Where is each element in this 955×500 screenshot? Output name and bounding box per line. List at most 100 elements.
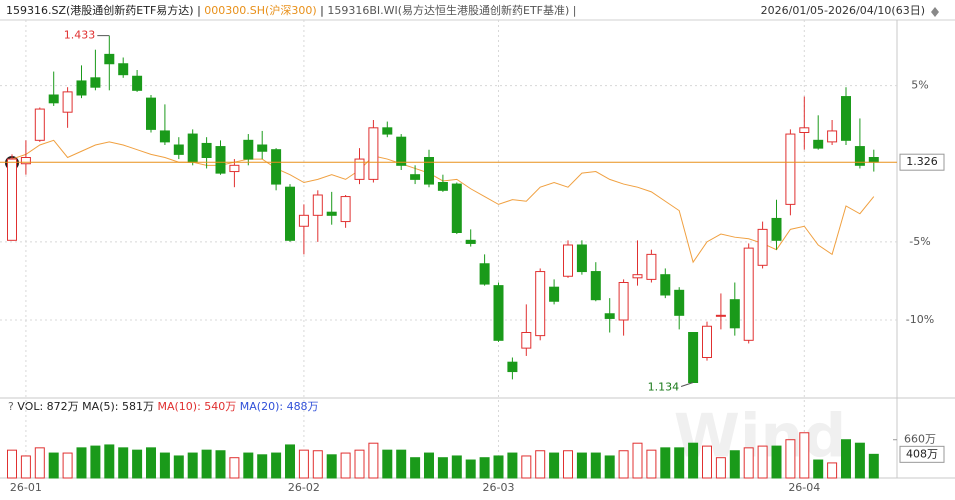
candle-body: [604, 313, 615, 319]
volume-bar: [493, 455, 504, 479]
candle-body: [576, 244, 587, 273]
candle-body: [479, 263, 490, 285]
volume-bar: [62, 452, 73, 479]
candle: [465, 229, 476, 247]
candle-body: [827, 130, 838, 143]
volume-bar: [827, 462, 838, 479]
date-range: 2026/01/05-2026/04/10(63日): [761, 4, 925, 17]
candle-body: [410, 174, 421, 180]
volume-bar: [146, 447, 156, 479]
volume-bar: [285, 444, 295, 479]
volume-bar: [340, 452, 351, 479]
volume-tick-label: 660万: [904, 433, 936, 446]
volume-header: ? VOL: 872万 MA(5): 581万 MA(10): 540万 MA(…: [8, 400, 319, 413]
volume-bar: [257, 454, 268, 479]
candle: [62, 87, 73, 128]
candle-body: [271, 149, 282, 185]
candle-body: [507, 361, 518, 373]
candle-body: [590, 271, 601, 301]
volume-bar: [646, 449, 657, 479]
candle-body: [7, 158, 17, 241]
candle: [841, 87, 851, 145]
x-tick-label: 26-04: [788, 481, 820, 494]
low-leader: [680, 382, 694, 387]
candle: [312, 190, 323, 242]
candle-body: [173, 144, 184, 155]
last-price-box: [899, 153, 945, 171]
candle-body: [187, 133, 198, 163]
volume-bar: [118, 447, 129, 479]
volume-bar: [590, 452, 601, 479]
header-part: |: [194, 4, 205, 17]
candle: [326, 191, 337, 225]
volume-bar: [215, 450, 226, 479]
header-part: 159316.SZ(港股通创新药ETF易方达): [6, 3, 194, 17]
candle-body: [535, 271, 546, 337]
volume-bar: [674, 447, 685, 479]
candle-body: [618, 282, 629, 321]
volume-bar: [618, 450, 629, 479]
candle-body: [146, 97, 156, 130]
candle: [7, 154, 17, 241]
volume-header-part: MA(20): 488万: [240, 400, 319, 413]
header-part: 159316BI.WI(易方达恒生港股通创新药ETF基准): [327, 3, 569, 17]
volume-bar: [604, 455, 615, 479]
candle: [549, 279, 560, 305]
candle-body: [257, 144, 268, 152]
volume-bar: [841, 439, 851, 479]
header-part: |: [317, 4, 328, 17]
candle: [215, 140, 226, 175]
volume-bar: [132, 449, 143, 479]
candle-body: [437, 182, 448, 191]
candle-body: [702, 325, 712, 358]
candle-body: [785, 133, 796, 205]
candle: [298, 204, 309, 255]
candle: [479, 254, 490, 286]
volume-bar: [757, 445, 768, 479]
candle-body: [368, 127, 379, 180]
candle-body: [340, 196, 351, 223]
candle: [34, 107, 45, 142]
candle: [632, 240, 643, 286]
volume-bar: [326, 454, 337, 479]
volume-bar: [271, 452, 282, 479]
candle-body: [243, 139, 254, 160]
candle: [271, 148, 282, 191]
candle-body: [396, 136, 407, 166]
volume-bar: [868, 453, 879, 479]
volume-bar: [159, 452, 170, 479]
candle: [354, 148, 365, 185]
candle: [451, 182, 462, 235]
volume-bar: [549, 452, 560, 479]
candle: [743, 243, 754, 344]
candle-body: [757, 228, 768, 266]
volume-bar: [563, 450, 573, 479]
candle-body: [298, 214, 309, 227]
low-label: 1.134: [648, 381, 680, 394]
candle-body: [521, 332, 532, 349]
sort-icon[interactable]: [931, 7, 939, 17]
volume-bar: [702, 445, 712, 479]
candle: [660, 268, 671, 299]
candle-body: [229, 164, 240, 173]
candle-body: [118, 63, 129, 76]
volume-last-box: [899, 445, 945, 463]
candle-body: [813, 139, 824, 149]
candle-body: [215, 146, 226, 174]
candle: [688, 332, 699, 383]
candle-body: [854, 146, 865, 166]
volume-bar: [104, 444, 115, 479]
volume-header-part: MA(10): 540万: [157, 400, 239, 413]
candle: [257, 130, 268, 160]
volume-bar: [312, 450, 323, 479]
candle-body: [841, 96, 851, 141]
sort-arrows[interactable]: [931, 7, 939, 17]
volume-bar: [410, 457, 421, 479]
candle-body: [632, 274, 643, 279]
candle: [702, 321, 712, 361]
candle-body: [674, 289, 685, 316]
volume-bar: [771, 445, 782, 479]
y-tick-label: -10%: [906, 313, 934, 326]
high-label: 1.433: [64, 29, 96, 42]
